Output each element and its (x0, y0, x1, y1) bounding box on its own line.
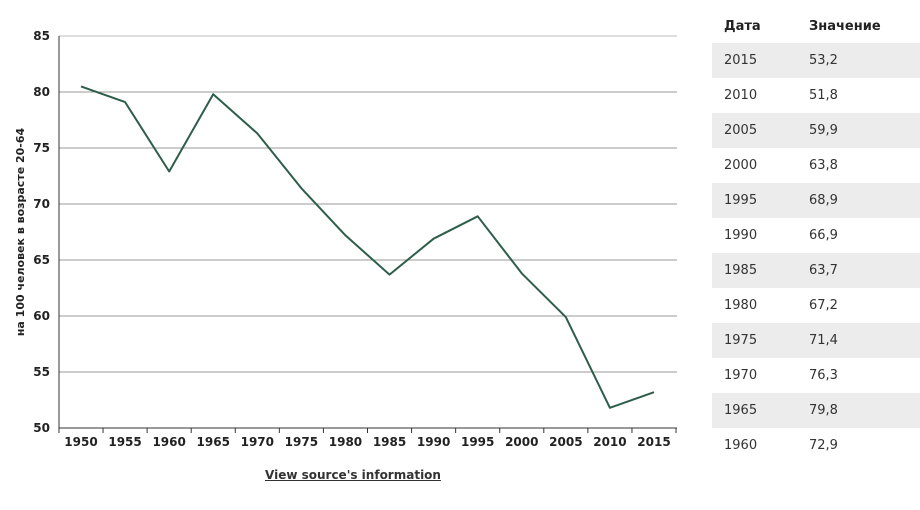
table-header-row: Дата Значение (712, 10, 920, 43)
column-header-date: Дата (724, 19, 761, 34)
table-row: 1990 66,9 (712, 218, 920, 253)
table-row: 1980 67,2 (712, 288, 920, 323)
table-cell-value: 59,9 (809, 113, 920, 148)
table-cell-date: 2000 (724, 158, 758, 173)
table-cell-value: 51,8 (809, 88, 838, 103)
x-tick-label: 1995 (461, 435, 494, 449)
x-tick-label: 2005 (549, 435, 582, 449)
x-tick-label: 1970 (241, 435, 274, 449)
x-tick-label: 1955 (108, 435, 141, 449)
series-line (80, 85, 655, 409)
table-body: 2015 53,2 2010 51,8 2005 59,9 2000 63,8 1995 68,9… (712, 43, 920, 463)
table-row: 1985 63,7 (712, 253, 920, 288)
y-tick-label: 55 (33, 365, 50, 379)
y-tick-label: 60 (33, 309, 50, 323)
table-row: 2005 59,9 (712, 113, 920, 148)
y-tick-label: 80 (33, 85, 50, 99)
table-cell-date: 1970 (724, 368, 758, 383)
x-tick-label: 1990 (417, 435, 450, 449)
table-cell-value: 63,7 (809, 253, 920, 288)
table-cell-date: 2010 (724, 88, 758, 103)
table-cell-date: 2015 (712, 43, 809, 78)
table-row: 2010 51,8 (712, 78, 920, 113)
table-cell-value: 53,2 (809, 43, 920, 78)
table-cell-value: 72,9 (809, 438, 838, 453)
table-cell-date: 1965 (712, 393, 809, 428)
x-tick-label: 2015 (637, 435, 670, 449)
table-row: 1960 72,9 (712, 428, 920, 463)
table-cell-date: 1960 (724, 438, 758, 453)
table-row: 2000 63,8 (712, 148, 920, 183)
table-row: 2015 53,2 (712, 43, 920, 78)
x-tick-label: 1980 (329, 435, 362, 449)
line-chart: на 100 человек в возрасте 20-64 50 55 60 65… (14, 29, 677, 449)
x-tick-label: 2010 (593, 435, 626, 449)
table-row: 1965 79,8 (712, 393, 920, 428)
y-tick-label: 70 (33, 197, 50, 211)
table-row: 1975 71,4 (712, 323, 920, 358)
y-tick-label: 65 (33, 253, 50, 267)
x-tick-label: 1950 (64, 435, 97, 449)
table-cell-date: 1980 (724, 298, 758, 313)
table-cell-date: 2005 (712, 113, 809, 148)
table-cell-date: 1985 (712, 253, 809, 288)
data-table: Дата Значение 2015 53,2 2010 51,8 2005 59,9 20… (712, 10, 920, 463)
x-tick-label: 1975 (285, 435, 318, 449)
x-tick-label: 2000 (505, 435, 538, 449)
table-cell-date: 1995 (712, 183, 809, 218)
x-tick-label: 1985 (373, 435, 406, 449)
x-tick-label: 1960 (152, 435, 185, 449)
table-cell-value: 68,9 (809, 183, 920, 218)
table-cell-value: 63,8 (809, 158, 838, 173)
table-cell-value: 79,8 (809, 393, 920, 428)
y-axis-label: на 100 человек в возрасте 20-64 (14, 127, 27, 336)
y-tick-label: 75 (33, 141, 50, 155)
table-row: 1995 68,9 (712, 183, 920, 218)
view-source-link[interactable]: View source's information (265, 468, 441, 482)
table-cell-value: 76,3 (809, 368, 838, 383)
y-tick-label: 50 (33, 421, 50, 435)
table-cell-value: 67,2 (809, 298, 838, 313)
table-cell-date: 1990 (724, 228, 758, 243)
y-tick-label: 85 (33, 29, 50, 43)
column-header-value: Значение (809, 19, 881, 34)
table-row: 1970 76,3 (712, 358, 920, 393)
table-cell-value: 71,4 (809, 323, 920, 358)
x-tick-label: 1965 (197, 435, 230, 449)
table-cell-value: 66,9 (809, 228, 838, 243)
table-cell-date: 1975 (712, 323, 809, 358)
